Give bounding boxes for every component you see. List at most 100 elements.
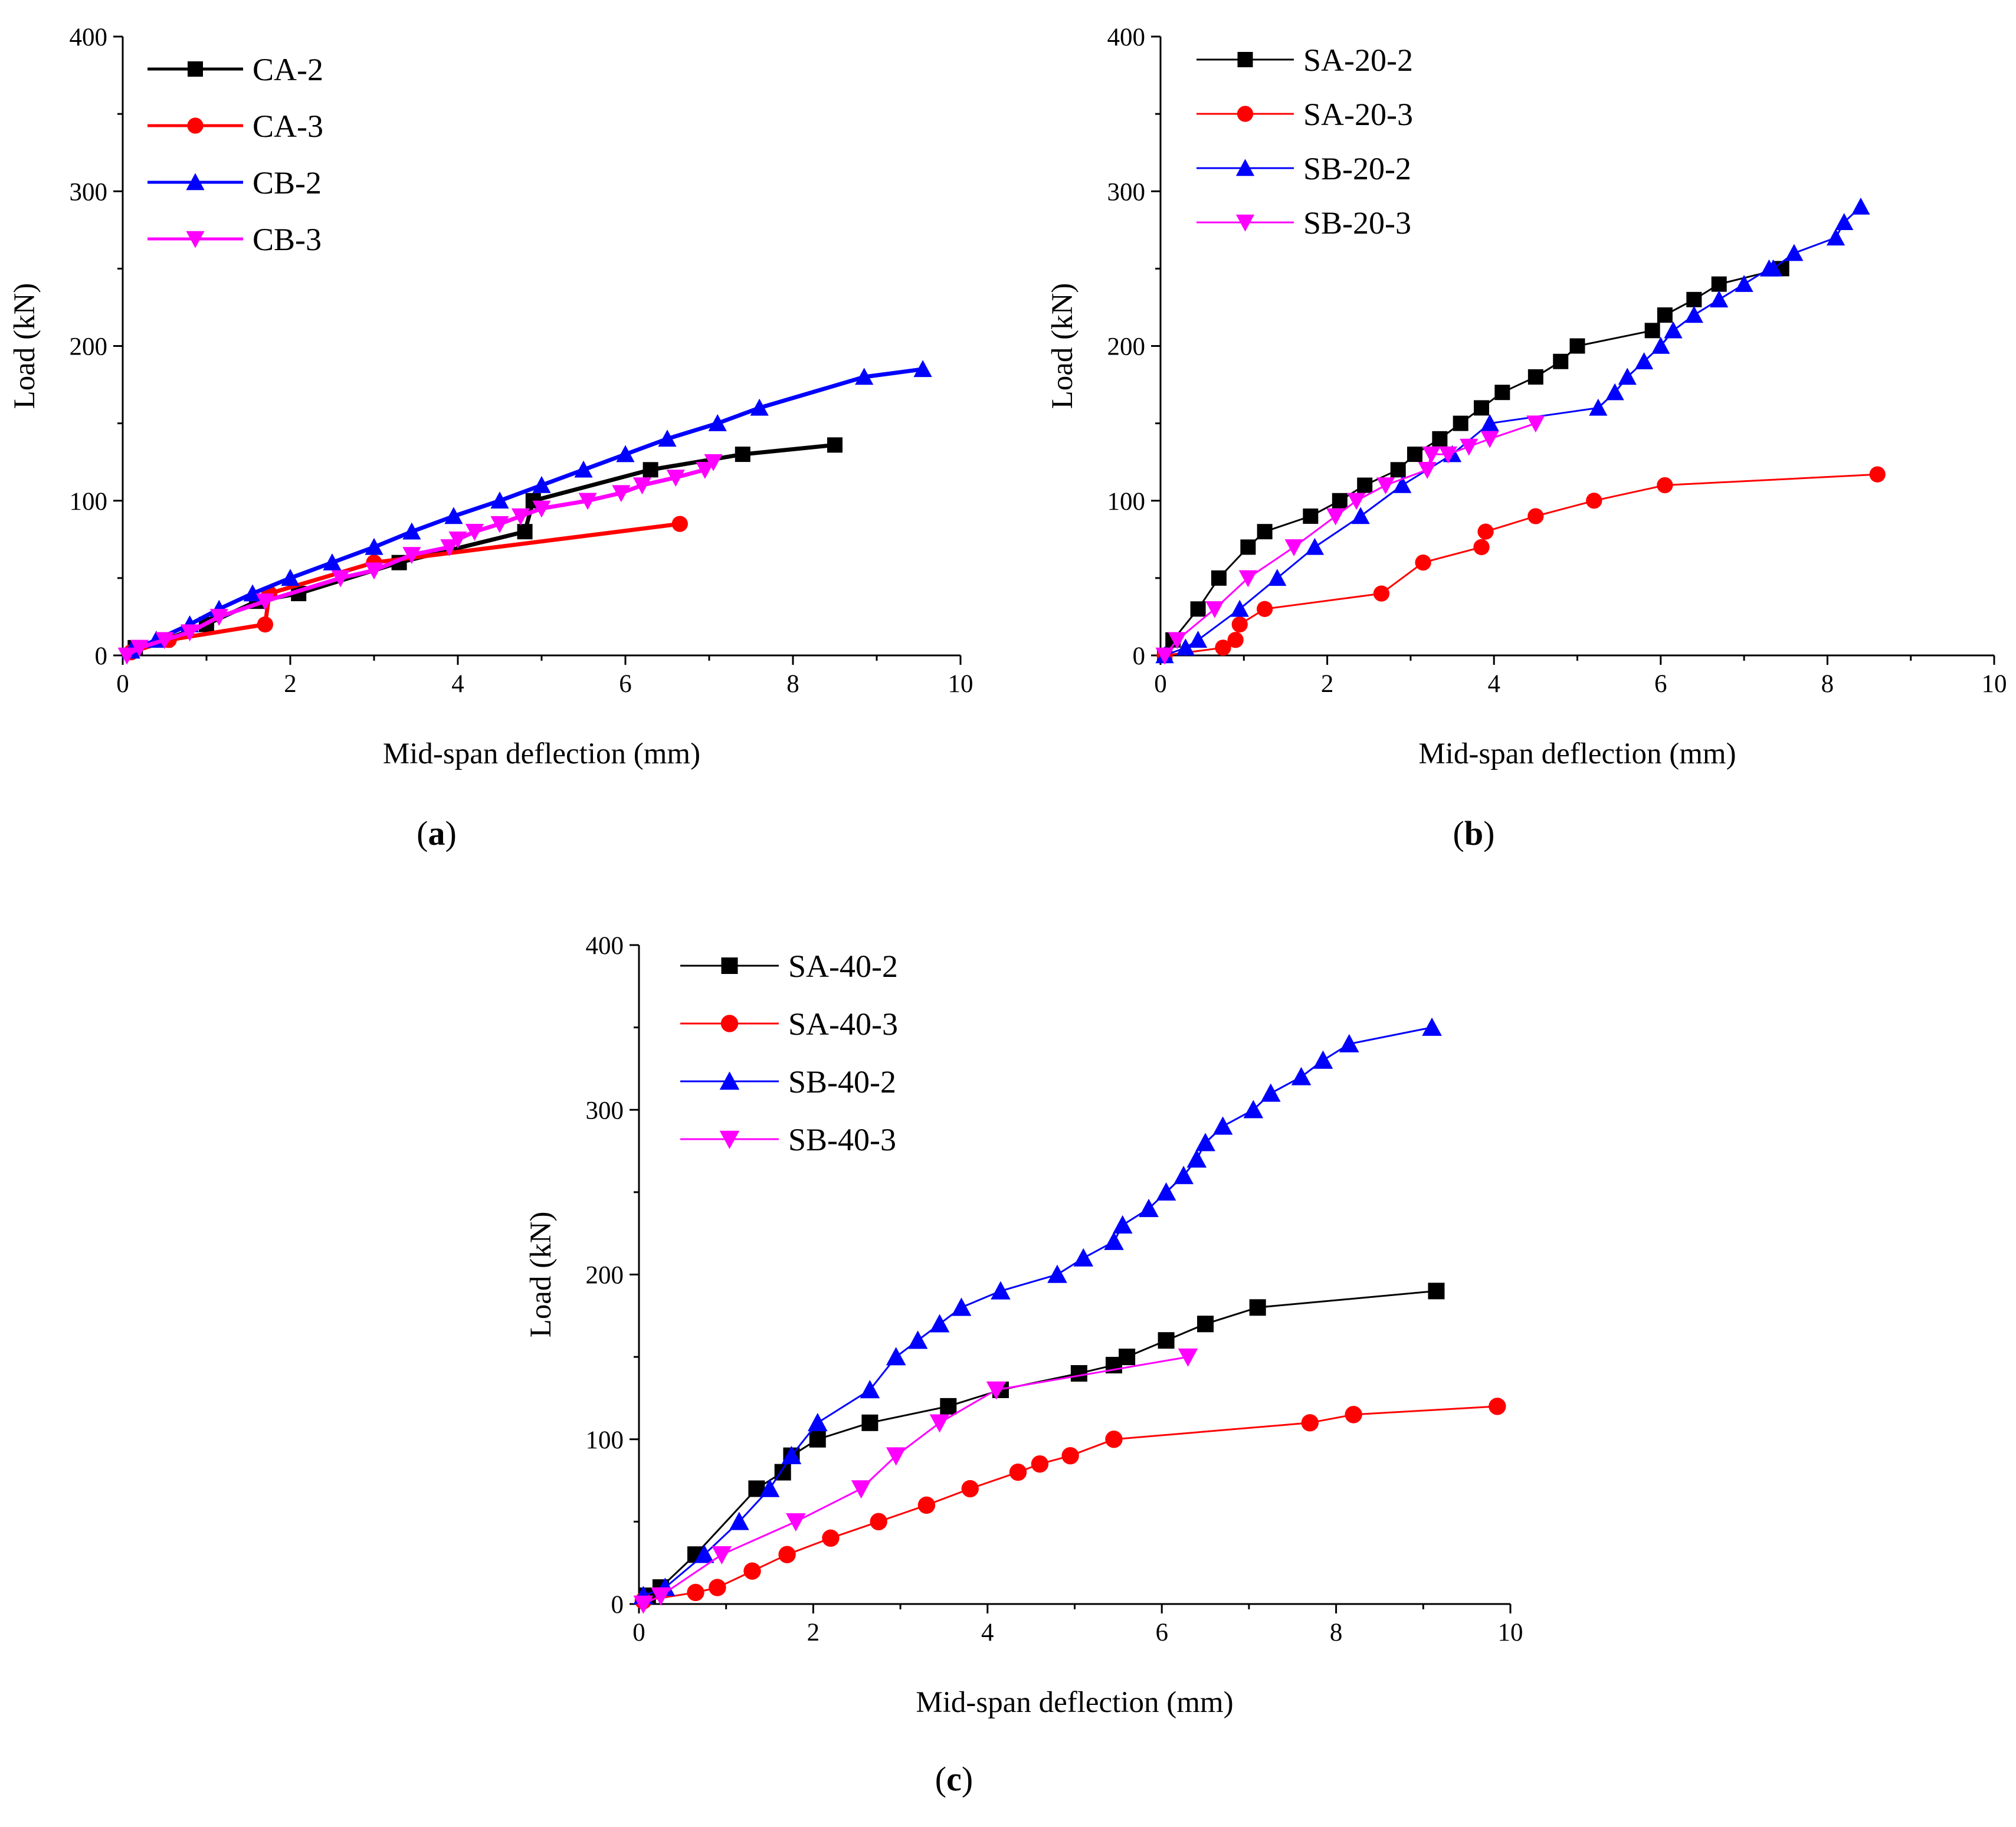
y-tick-label: 100 <box>70 488 108 516</box>
legend-label: CA-3 <box>253 109 323 144</box>
data-point <box>1104 1231 1124 1250</box>
data-point <box>1139 1199 1159 1218</box>
data-point <box>1351 507 1370 524</box>
data-point <box>712 1546 732 1565</box>
y-axis-title: Load (kN) <box>8 283 41 409</box>
data-point <box>1227 632 1244 648</box>
data-point <box>886 1447 906 1466</box>
data-point <box>1473 539 1490 556</box>
legend-marker <box>720 1015 739 1032</box>
x-tick-label: 4 <box>1487 670 1500 698</box>
data-point <box>1211 570 1227 586</box>
y-axis-title: Load (kN) <box>1046 283 1079 409</box>
data-point <box>490 491 509 509</box>
panel-label: (c) <box>935 1760 973 1798</box>
data-point <box>709 1579 726 1596</box>
data-point <box>1851 197 1870 215</box>
x-tick-label: 0 <box>1154 670 1167 698</box>
data-point <box>578 493 597 510</box>
x-axis-title: Mid-span deflection (mm) <box>916 1686 1233 1719</box>
data-point <box>1176 638 1195 656</box>
y-tick-label: 100 <box>1107 488 1146 516</box>
data-point <box>490 516 509 533</box>
data-point <box>1474 400 1490 416</box>
data-point <box>1073 1248 1094 1267</box>
data-point <box>735 447 750 463</box>
data-point <box>612 485 631 503</box>
panel-label: (a) <box>417 814 457 852</box>
series-ca-2 <box>127 437 843 655</box>
data-point <box>365 537 383 555</box>
series-line <box>643 1405 1497 1602</box>
y-tick-label: 200 <box>70 333 108 361</box>
series-sa-20-3 <box>1156 466 1886 664</box>
data-point <box>1393 475 1412 493</box>
data-point <box>666 470 685 487</box>
data-point <box>1477 523 1494 540</box>
data-point <box>257 616 274 633</box>
data-point <box>1291 1067 1312 1085</box>
data-point <box>1031 1455 1049 1473</box>
legend-marker <box>1237 52 1253 67</box>
legend: SA-20-2 SA-20-3 SB-20-2 SB-20-3 <box>1197 42 1413 241</box>
data-point <box>1376 477 1395 495</box>
data-point <box>402 522 421 540</box>
data-point <box>574 460 593 478</box>
data-point <box>759 1478 780 1497</box>
data-point <box>1215 639 1231 656</box>
data-point <box>694 1544 714 1563</box>
data-point <box>929 1414 950 1433</box>
data-point <box>130 639 149 657</box>
data-point <box>465 523 484 541</box>
y-tick-label: 300 <box>1107 178 1146 206</box>
data-point <box>1428 1282 1445 1300</box>
data-point <box>117 647 136 665</box>
y-tick-label: 100 <box>586 1426 624 1454</box>
data-point <box>1432 431 1448 447</box>
data-point <box>1231 616 1248 633</box>
x-tick-label: 10 <box>1982 670 2007 698</box>
x-tick-label: 4 <box>981 1619 994 1646</box>
data-point <box>1422 446 1441 464</box>
data-point <box>323 553 342 570</box>
data-point <box>532 500 551 518</box>
series-cb-3 <box>117 454 723 665</box>
data-point <box>243 584 262 602</box>
data-point <box>643 462 658 478</box>
series-line <box>1164 473 1878 657</box>
data-point <box>1156 1182 1176 1201</box>
data-point <box>1061 1446 1079 1465</box>
y-axis-title: Load (kN) <box>525 1212 558 1338</box>
data-point <box>1119 1349 1136 1366</box>
legend-label: CB-2 <box>253 165 322 201</box>
x-tick-label: 2 <box>1321 670 1334 698</box>
data-point <box>1158 1332 1175 1349</box>
y-tick-label: 0 <box>1133 642 1146 670</box>
legend-marker <box>1235 214 1255 232</box>
data-point <box>951 1297 972 1316</box>
data-point <box>708 414 727 431</box>
data-point <box>1313 1050 1333 1069</box>
data-point <box>1305 537 1325 555</box>
series-line <box>130 521 680 655</box>
legend-label: SB-20-2 <box>1303 151 1411 186</box>
data-point <box>1256 601 1273 617</box>
data-point <box>365 562 383 580</box>
legend-marker <box>187 117 204 134</box>
data-point <box>1460 438 1479 456</box>
data-point <box>181 624 199 642</box>
data-point <box>1480 414 1499 431</box>
data-point <box>1494 385 1510 401</box>
data-point <box>687 1583 704 1602</box>
data-point <box>440 539 459 557</box>
data-point <box>855 368 874 385</box>
series-sa-40-2 <box>639 1282 1445 1605</box>
data-point <box>1664 321 1683 339</box>
series-line <box>1163 267 1782 656</box>
x-axis-title: Mid-span deflection (mm) <box>1418 737 1736 770</box>
data-point <box>1373 585 1390 602</box>
panel-label: (b) <box>1453 814 1495 852</box>
